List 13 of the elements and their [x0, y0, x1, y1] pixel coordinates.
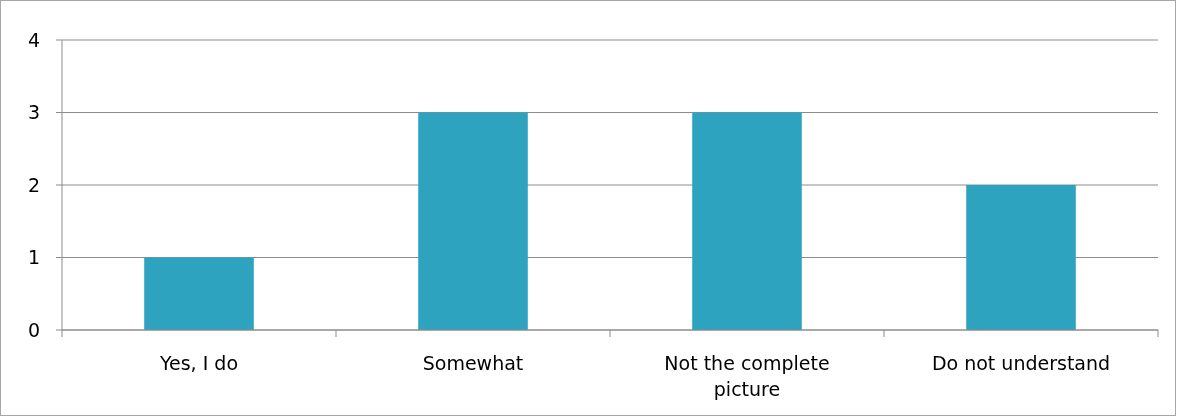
bar — [966, 185, 1076, 330]
bar — [418, 112, 528, 330]
x-tick-label: Somewhat — [422, 352, 524, 374]
bar — [692, 112, 802, 330]
x-tick-label: Do not understand — [931, 352, 1111, 374]
bar — [144, 257, 254, 330]
x-tick-label: Yes, I do — [158, 352, 239, 374]
x-tick-label: Not the complete picture — [664, 352, 830, 400]
y-tick-label: 3 — [27, 101, 40, 124]
y-tick-label: 1 — [27, 246, 40, 269]
y-tick-label: 0 — [27, 318, 40, 341]
y-tick-label: 4 — [27, 28, 40, 51]
y-tick-label: 2 — [27, 173, 40, 196]
